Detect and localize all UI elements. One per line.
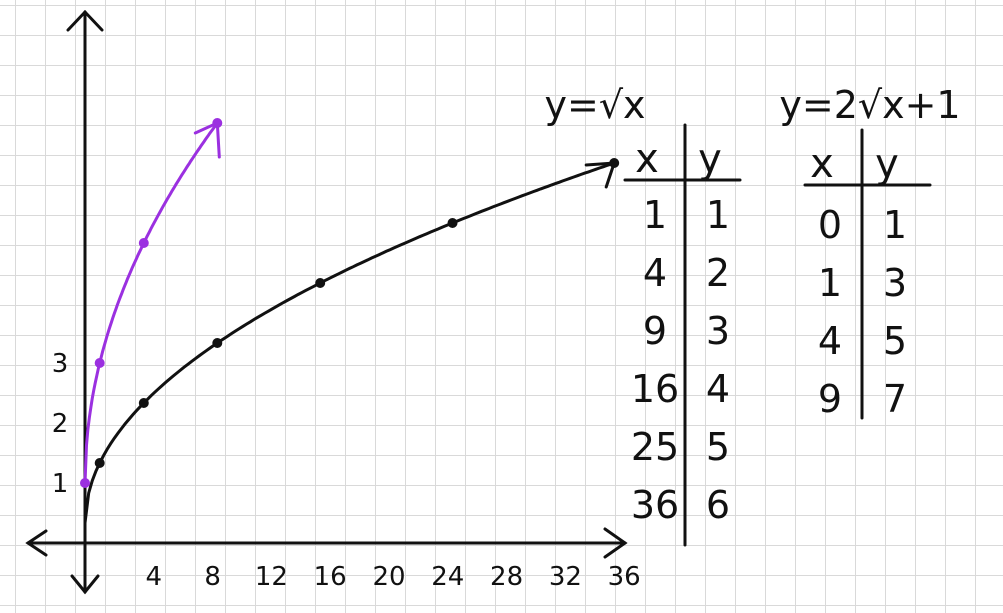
- series-arrowhead: [195, 123, 219, 157]
- value-tables: y=√xx y1 14 29 316 425 536 6y=2√x+1x y0 11 34 59 7: [544, 83, 960, 545]
- x-tick-label: 24: [431, 562, 464, 592]
- data-point: [80, 478, 90, 488]
- table-cell-y: 3: [883, 261, 907, 305]
- data-point: [95, 458, 105, 468]
- table-cell-x: 9: [643, 309, 667, 353]
- x-tick-label: 32: [549, 562, 582, 592]
- table-cell-y: 5: [883, 319, 907, 363]
- table-cell-y: 1: [883, 203, 907, 247]
- data-point: [315, 278, 325, 288]
- table-cell-x: 1: [818, 261, 842, 305]
- table-cell-x: 0: [818, 203, 842, 247]
- y-tick-label: 3: [52, 349, 69, 379]
- series-2: [80, 118, 222, 488]
- data-point: [139, 398, 149, 408]
- y-tick-label: 2: [52, 409, 69, 439]
- data-point: [95, 358, 105, 368]
- data-point: [139, 238, 149, 248]
- table-cell-x: 9: [818, 377, 842, 421]
- table-cell-x: 25: [631, 425, 679, 469]
- table-cell-x: 4: [818, 319, 842, 363]
- table-cell-y: 6: [706, 483, 730, 527]
- x-tick-label: 8: [204, 562, 221, 592]
- table-cell-y: 2: [706, 251, 730, 295]
- table-cell-y: 5: [706, 425, 730, 469]
- x-tick-label: 20: [372, 562, 405, 592]
- table-cell-y: 7: [883, 377, 907, 421]
- table-cell-x: 1: [643, 193, 667, 237]
- table-header-x: x: [810, 141, 834, 187]
- value-table-1: y=√xx y1 14 29 316 425 536 6: [544, 83, 740, 545]
- series-line: [85, 163, 614, 523]
- y-tick-label: 1: [52, 469, 69, 499]
- table-header-y: y: [698, 136, 722, 182]
- table-title: y=√x: [544, 83, 645, 127]
- series-1: [85, 158, 619, 523]
- x-tick-label: 28: [490, 562, 523, 592]
- x-tick-label: 12: [255, 562, 288, 592]
- value-table-2: y=2√x+1x y0 11 34 59 7: [779, 83, 960, 421]
- x-tick-label: 4: [146, 562, 163, 592]
- table-cell-x: 36: [631, 483, 679, 527]
- x-tick-label: 16: [314, 562, 347, 592]
- data-point: [212, 338, 222, 348]
- table-cell-y: 1: [706, 193, 730, 237]
- table-header-y: y: [875, 141, 899, 187]
- table-title: y=2√x+1: [779, 83, 960, 127]
- x-axis-tick-labels: 4 8 12 16 20 24 28 32 36: [146, 562, 641, 592]
- series-line: [85, 123, 217, 483]
- series-layer: [80, 118, 619, 523]
- table-header-x: x: [635, 136, 659, 182]
- table-cell-x: 4: [643, 251, 667, 295]
- y-axis-tick-labels: 1 2 3: [52, 349, 69, 499]
- data-point: [448, 218, 458, 228]
- x-tick-label: 36: [608, 562, 641, 592]
- table-cell-y: 4: [706, 367, 730, 411]
- table-cell-y: 3: [706, 309, 730, 353]
- table-cell-x: 16: [631, 367, 679, 411]
